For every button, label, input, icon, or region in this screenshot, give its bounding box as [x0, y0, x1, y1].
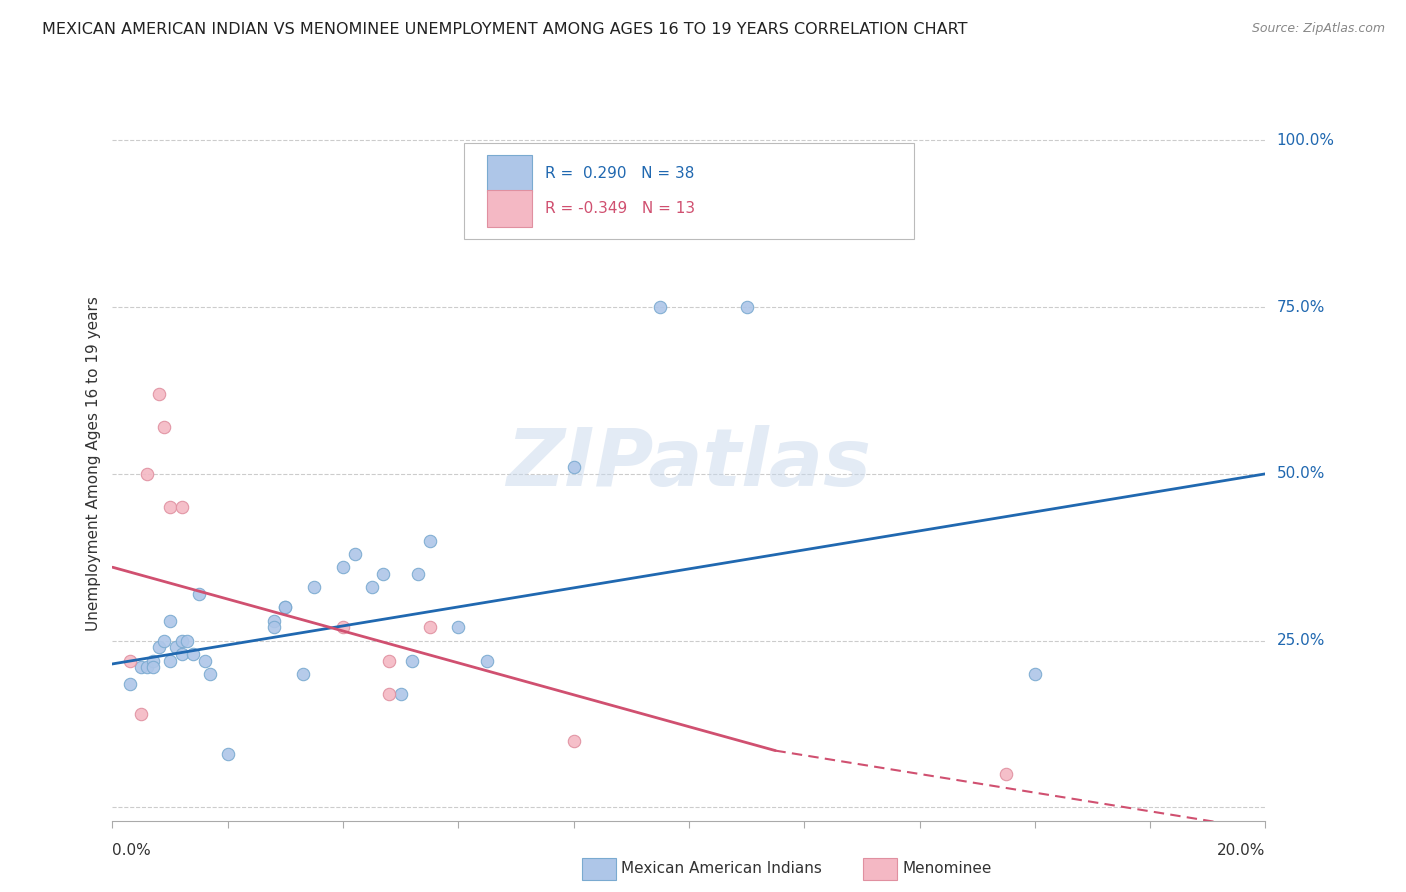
- Point: [419, 620, 441, 634]
- Point: [343, 547, 366, 561]
- Text: 0.0%: 0.0%: [112, 843, 152, 858]
- Point: [475, 654, 498, 668]
- Point: [378, 654, 401, 668]
- Y-axis label: Unemployment Among Ages 16 to 19 years: Unemployment Among Ages 16 to 19 years: [86, 296, 101, 632]
- Text: ZIPatlas: ZIPatlas: [506, 425, 872, 503]
- Point: [406, 566, 429, 581]
- Point: [129, 660, 153, 674]
- Point: [142, 654, 165, 668]
- Point: [419, 533, 441, 548]
- Point: [263, 614, 285, 628]
- Point: [153, 633, 176, 648]
- Point: [170, 500, 193, 515]
- Point: [148, 386, 170, 401]
- Point: [263, 620, 285, 634]
- Point: [181, 647, 204, 661]
- Text: 25.0%: 25.0%: [1277, 633, 1324, 648]
- Point: [360, 580, 382, 594]
- Point: [447, 620, 470, 634]
- Point: [995, 767, 1018, 781]
- Point: [159, 654, 181, 668]
- Point: [291, 667, 314, 681]
- Point: [332, 620, 354, 634]
- Text: Menominee: Menominee: [903, 862, 993, 876]
- Point: [274, 600, 297, 615]
- Point: [332, 560, 354, 574]
- Point: [165, 640, 187, 655]
- Point: [176, 633, 198, 648]
- Point: [153, 420, 176, 434]
- Point: [170, 647, 193, 661]
- Text: Mexican American Indians: Mexican American Indians: [621, 862, 823, 876]
- Point: [735, 300, 758, 314]
- Text: 50.0%: 50.0%: [1277, 467, 1324, 482]
- Point: [274, 600, 297, 615]
- Point: [562, 733, 585, 747]
- Text: MEXICAN AMERICAN INDIAN VS MENOMINEE UNEMPLOYMENT AMONG AGES 16 TO 19 YEARS CORR: MEXICAN AMERICAN INDIAN VS MENOMINEE UNE…: [42, 22, 967, 37]
- Text: 100.0%: 100.0%: [1277, 133, 1334, 148]
- Point: [159, 500, 181, 515]
- Text: 20.0%: 20.0%: [1218, 843, 1265, 858]
- FancyBboxPatch shape: [464, 143, 914, 239]
- Point: [304, 580, 326, 594]
- Point: [389, 687, 412, 701]
- Point: [129, 706, 153, 721]
- Text: Source: ZipAtlas.com: Source: ZipAtlas.com: [1251, 22, 1385, 36]
- Text: R =  0.290   N = 38: R = 0.290 N = 38: [544, 166, 695, 181]
- Point: [200, 667, 222, 681]
- Point: [170, 633, 193, 648]
- Point: [159, 614, 181, 628]
- Point: [118, 654, 141, 668]
- Point: [148, 640, 170, 655]
- Point: [136, 467, 159, 481]
- FancyBboxPatch shape: [486, 155, 531, 192]
- Point: [373, 566, 395, 581]
- Point: [648, 300, 672, 314]
- Point: [378, 687, 401, 701]
- Text: R = -0.349   N = 13: R = -0.349 N = 13: [544, 201, 695, 216]
- Point: [562, 460, 585, 475]
- Point: [188, 587, 211, 601]
- Point: [118, 677, 141, 691]
- Point: [136, 660, 159, 674]
- Point: [142, 660, 165, 674]
- FancyBboxPatch shape: [486, 190, 531, 227]
- Point: [194, 654, 217, 668]
- Text: 75.0%: 75.0%: [1277, 300, 1324, 315]
- Point: [1024, 667, 1046, 681]
- Point: [401, 654, 423, 668]
- Point: [217, 747, 239, 761]
